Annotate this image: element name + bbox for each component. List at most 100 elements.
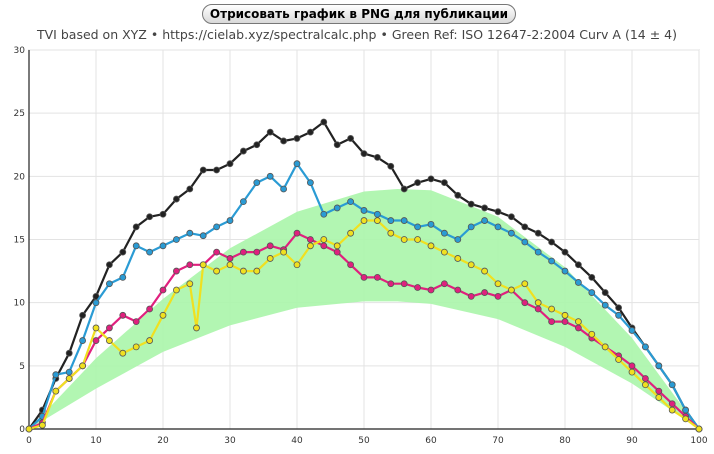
subtitle-separator-1: • [150, 27, 159, 42]
data-point-black [226, 160, 234, 168]
data-point-magenta [400, 280, 408, 288]
data-point-yellow [159, 311, 167, 319]
data-point-black [561, 248, 569, 256]
data-point-cyan [521, 238, 529, 246]
y-tick-label: 30 [14, 46, 26, 56]
data-point-cyan [253, 179, 261, 187]
data-point-black [306, 128, 314, 136]
data-point-cyan [373, 210, 381, 218]
data-point-black [333, 141, 341, 149]
data-point-cyan [159, 242, 167, 250]
data-point-cyan [467, 223, 475, 231]
data-point-yellow [132, 343, 140, 351]
data-point-cyan [266, 172, 274, 180]
x-tick-label: 40 [291, 436, 303, 446]
y-tick-label: 20 [14, 172, 26, 182]
data-point-yellow [266, 255, 274, 262]
data-point-black [253, 141, 261, 149]
green-reference-band [29, 189, 699, 429]
x-tick-label: 90 [626, 436, 638, 446]
data-point-cyan [79, 337, 86, 344]
data-point-cyan [414, 223, 422, 231]
data-point-magenta [561, 318, 569, 326]
data-point-black [280, 137, 288, 145]
data-point-magenta [360, 273, 368, 281]
data-point-black [360, 150, 368, 157]
data-point-yellow [306, 242, 314, 250]
data-point-black [293, 135, 301, 142]
data-point-black [481, 204, 489, 212]
data-point-cyan [293, 160, 301, 168]
data-point-cyan [615, 311, 622, 319]
series-cyan [25, 160, 703, 433]
y-tick-label: 0 [19, 425, 25, 435]
y-tick-label: 25 [14, 109, 25, 119]
export-png-button[interactable]: Отрисовать график в PNG для публикации [202, 4, 516, 24]
data-point-black [239, 147, 247, 155]
data-point-magenta [454, 286, 462, 294]
data-point-black [414, 179, 422, 187]
data-point-yellow [253, 267, 261, 275]
subtitle-source-url: https://cielab.xyz/spectralcalc.php [162, 27, 377, 42]
x-tick-label: 60 [425, 436, 437, 446]
data-point-black [467, 200, 475, 208]
chart-subtitle: TVI based on XYZ • https://cielab.xyz/sp… [0, 27, 714, 42]
data-point-yellow [588, 330, 596, 338]
data-point-cyan [454, 236, 462, 243]
data-point-cyan [440, 229, 448, 237]
data-point-black [440, 179, 448, 187]
data-point-cyan [172, 236, 180, 243]
data-point-yellow [682, 415, 689, 423]
data-point-black [172, 195, 180, 203]
x-tick-label: 20 [157, 436, 169, 446]
y-tick-label: 10 [14, 299, 26, 309]
data-point-yellow [280, 248, 288, 256]
data-point-black [320, 118, 328, 126]
data-point-yellow [360, 217, 368, 224]
data-point-magenta [655, 387, 663, 395]
data-point-magenta [239, 248, 247, 256]
data-point-magenta [213, 248, 221, 256]
data-point-black [132, 223, 140, 231]
data-point-yellow [119, 349, 127, 357]
data-point-black [588, 273, 596, 281]
data-point-black [454, 191, 462, 199]
data-point-magenta [668, 400, 676, 408]
data-point-cyan [400, 217, 408, 224]
data-point-magenta [347, 261, 355, 269]
data-point-yellow [521, 280, 529, 288]
data-point-black [79, 311, 86, 319]
data-point-magenta [387, 280, 395, 288]
data-point-cyan [655, 362, 663, 370]
data-point-black [548, 238, 555, 246]
data-point-black [347, 135, 355, 142]
data-point-cyan [119, 273, 127, 281]
data-point-magenta [467, 292, 475, 300]
data-point-yellow [655, 394, 663, 401]
subtitle-separator-2: • [380, 27, 388, 42]
x-tick-label: 80 [559, 436, 571, 446]
data-point-yellow [347, 229, 355, 237]
data-point-cyan [306, 179, 314, 187]
data-point-cyan [628, 327, 636, 334]
data-point-black [373, 153, 381, 161]
data-point-cyan [92, 299, 100, 307]
data-point-yellow [320, 236, 328, 243]
data-point-cyan [668, 381, 676, 389]
data-point-yellow [172, 286, 180, 294]
data-point-yellow [507, 286, 515, 294]
data-point-yellow [481, 267, 489, 275]
data-point-black [159, 210, 167, 218]
x-tick-label: 70 [492, 436, 504, 446]
data-point-yellow [427, 242, 435, 250]
data-point-magenta [253, 248, 261, 256]
data-point-black [186, 185, 194, 193]
data-point-yellow [400, 236, 408, 243]
data-point-magenta [534, 305, 542, 313]
data-point-magenta [293, 229, 301, 237]
data-point-yellow [454, 255, 462, 262]
data-point-cyan [333, 204, 341, 212]
data-point-cyan [65, 368, 73, 376]
x-tick-label: 30 [224, 436, 236, 446]
